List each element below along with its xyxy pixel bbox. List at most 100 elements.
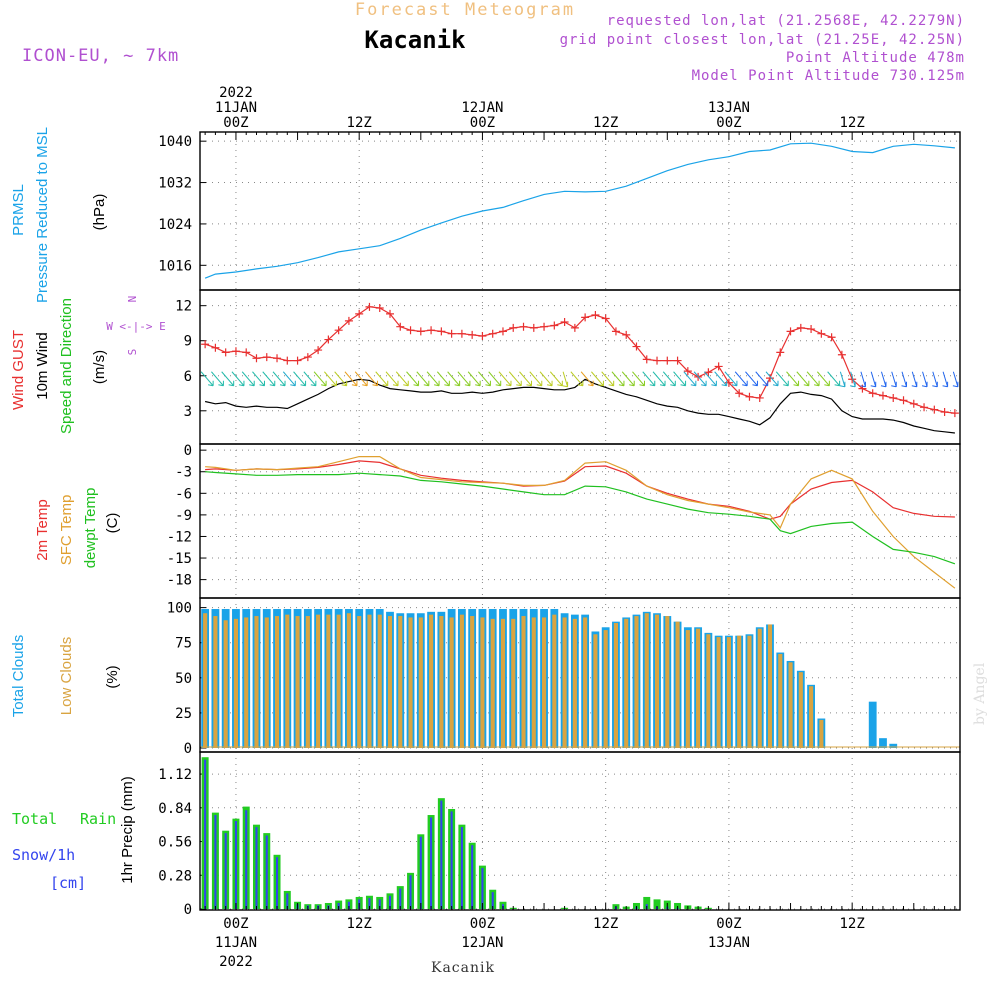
wind-arrow (860, 371, 866, 387)
gust-marker (519, 322, 528, 331)
bar-low-clouds (572, 618, 577, 748)
wind-arrow (231, 371, 245, 387)
bar-total-clouds (889, 743, 898, 748)
bar-snow (388, 895, 392, 909)
wind-arrowhead (911, 381, 918, 388)
wind-arrow (942, 371, 949, 387)
wind-arrowhead (880, 381, 887, 388)
gust-marker (930, 405, 939, 414)
gust-marker (355, 309, 364, 318)
bar-low-clouds (449, 617, 454, 748)
gust-marker (601, 314, 610, 323)
wind-arrow (241, 371, 255, 387)
wind-arrow (303, 371, 317, 387)
bar-snow (419, 836, 422, 909)
bar-low-clouds (264, 617, 269, 748)
bar-low-clouds (634, 616, 639, 748)
gust-marker (365, 302, 374, 311)
bar-low-clouds (767, 624, 773, 748)
wind-arrowhead (228, 380, 235, 387)
bar-low-clouds (500, 618, 506, 748)
panel-frame (199, 751, 961, 911)
gust-label: Wind GUST (10, 330, 27, 410)
gust-marker (776, 348, 785, 357)
gust-marker (478, 332, 487, 341)
gust-marker (591, 311, 600, 320)
wind-arrow (211, 371, 224, 387)
bar-low-clouds (285, 614, 290, 748)
panel-1: 1016 1024 1032 1040 (158, 131, 961, 291)
bar-total-rain (632, 902, 640, 909)
wind-arrow (734, 371, 748, 387)
wind-arrowhead (516, 380, 522, 387)
bottom-time-label: 11JAN (215, 935, 257, 951)
series-line-wind-gust (204, 306, 955, 414)
y-tick-label: 1040 (158, 134, 192, 150)
wind-arrow (724, 371, 738, 387)
wind-arrowhead (372, 380, 378, 387)
bar-snow (440, 800, 443, 909)
wind-arrow (816, 371, 830, 387)
wind-arrowhead (649, 380, 656, 387)
bar-low-clouds (654, 614, 660, 748)
bar-low-clouds (346, 613, 351, 748)
pressure-label-1: PRMSL (10, 184, 27, 236)
gust-marker (653, 356, 662, 365)
wind-arrowhead (290, 380, 296, 387)
wind-arrow (549, 371, 563, 387)
panel-2: 3 6 9 12 (175, 289, 961, 445)
wind-arrowhead (485, 380, 491, 387)
gust-marker (498, 327, 507, 336)
panel-frame (199, 289, 961, 445)
wind-arrowhead (526, 380, 533, 387)
bar-snow (337, 902, 340, 909)
bar-total-rain (653, 899, 661, 909)
temp2m-label: 2m Temp (34, 499, 51, 560)
wind-arrow (293, 371, 306, 387)
gust-marker (581, 313, 590, 322)
bar-snow (471, 845, 474, 909)
wind-arrowhead (762, 380, 769, 387)
bar-low-clouds (819, 719, 824, 748)
y-tick-label: -6 (175, 486, 192, 502)
wind-arrow (436, 371, 450, 387)
gust-marker (529, 323, 538, 332)
bar-snow (460, 827, 463, 909)
y-tick-label: 1024 (158, 217, 192, 233)
wind-arrowhead (834, 380, 841, 387)
gust-marker (786, 327, 795, 336)
wind-arrow (714, 371, 728, 387)
rain-label-total: Total (12, 810, 57, 828)
gust-marker (221, 348, 230, 357)
gust-marker (550, 321, 559, 330)
bar-snow (399, 888, 402, 909)
wind-arrow (786, 371, 799, 387)
bottom-time-label: 13JAN (708, 935, 750, 951)
grid-point-coords: grid point closest lon,lat (21.25E, 42.2… (560, 32, 965, 48)
bar-low-clouds (798, 672, 803, 748)
model-altitude: Model Point Altitude 730.125m (692, 68, 965, 84)
wind-arrowhead (259, 380, 265, 387)
wind-arrow (901, 371, 907, 387)
top-time-label: 2022 (219, 85, 253, 101)
gust-marker (386, 309, 394, 318)
panel-frame (199, 131, 961, 291)
gust-marker (437, 327, 446, 336)
wind-arrowhead (433, 380, 440, 387)
wind-arrowhead (577, 380, 584, 387)
y-tick-label: 0 (184, 443, 192, 459)
wind-arrow (891, 371, 897, 387)
bar-total-rain (674, 902, 682, 909)
gust-marker (314, 346, 323, 355)
wind-arrowhead (901, 381, 908, 388)
wind-arrow (282, 371, 296, 387)
bar-low-clouds (418, 617, 423, 748)
y-tick-label: 9 (184, 334, 192, 350)
compass-n: N (126, 296, 139, 303)
bar-low-clouds (233, 618, 238, 748)
bar-low-clouds (716, 637, 721, 748)
wind-arrow (252, 371, 265, 387)
wind-arrowhead (608, 380, 615, 387)
wind-arrow (683, 371, 697, 387)
wind-arrowhead (690, 380, 697, 387)
